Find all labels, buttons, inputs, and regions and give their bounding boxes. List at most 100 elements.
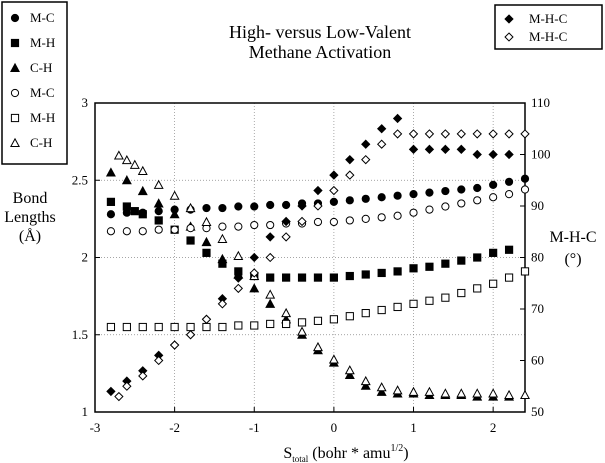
y-left-label-line-2: Lengths bbox=[4, 209, 56, 226]
y-left-label-line-3: (Å) bbox=[19, 227, 41, 245]
data-point bbox=[250, 321, 259, 330]
data-point bbox=[377, 268, 386, 278]
data-point bbox=[201, 216, 212, 226]
data-point bbox=[265, 289, 276, 299]
data-point bbox=[472, 388, 483, 398]
data-point bbox=[457, 185, 466, 194]
data-point bbox=[265, 298, 276, 308]
data-point bbox=[520, 267, 530, 276]
data-point bbox=[266, 220, 275, 230]
data-point bbox=[361, 154, 371, 165]
data-point bbox=[409, 299, 418, 308]
x-label-close: ) bbox=[403, 445, 408, 462]
data-point bbox=[297, 216, 307, 227]
data-point bbox=[129, 159, 140, 169]
data-point bbox=[233, 283, 244, 294]
data-point bbox=[137, 185, 148, 196]
data-point bbox=[361, 194, 370, 203]
data-point bbox=[202, 203, 211, 213]
data-point bbox=[282, 273, 291, 282]
data-point bbox=[520, 185, 530, 194]
data-point bbox=[297, 326, 308, 336]
data-point bbox=[520, 129, 530, 139]
data-point bbox=[266, 319, 275, 329]
data-point bbox=[489, 193, 498, 202]
data-point bbox=[202, 322, 211, 332]
data-point bbox=[233, 250, 244, 260]
legend-label: M-C bbox=[30, 85, 55, 100]
data-point bbox=[106, 386, 116, 397]
data-point bbox=[441, 202, 450, 211]
data-point bbox=[113, 150, 124, 160]
legend-right-box bbox=[494, 4, 603, 50]
data-point bbox=[344, 365, 355, 375]
data-point bbox=[282, 319, 291, 329]
data-point bbox=[441, 259, 450, 268]
data-point bbox=[217, 253, 228, 264]
data-point bbox=[377, 305, 386, 315]
y-left-tick-label: 3 bbox=[82, 95, 89, 110]
data-point bbox=[361, 309, 370, 318]
y-axis-right: 50 60 70 80 90 100 110 bbox=[520, 95, 551, 419]
data-point bbox=[265, 232, 275, 242]
data-point bbox=[297, 201, 307, 211]
chart-title-line-1: High- versus Low-Valent bbox=[229, 22, 411, 42]
x-tick-label: -2 bbox=[169, 420, 180, 435]
data-point bbox=[472, 149, 482, 160]
data-point bbox=[106, 210, 116, 219]
data-point bbox=[105, 167, 116, 177]
series-m-h-open-square bbox=[106, 267, 530, 332]
legend-marker bbox=[10, 88, 20, 98]
data-point bbox=[201, 236, 212, 247]
y-right-tick-label: 70 bbox=[531, 301, 544, 316]
data-point bbox=[329, 217, 338, 227]
data-point bbox=[345, 170, 355, 180]
data-point bbox=[376, 139, 387, 149]
legend-left-box bbox=[1, 1, 68, 165]
data-point bbox=[425, 262, 434, 271]
data-point bbox=[393, 267, 402, 276]
data-point bbox=[153, 179, 164, 189]
data-point bbox=[457, 288, 466, 298]
data-point bbox=[409, 208, 418, 217]
data-point bbox=[265, 252, 275, 263]
data-point bbox=[313, 201, 323, 211]
data-point bbox=[106, 197, 116, 206]
data-point bbox=[282, 200, 291, 210]
data-point bbox=[440, 388, 451, 398]
data-point bbox=[345, 216, 354, 225]
data-point bbox=[281, 232, 291, 242]
y-right-tick-label: 80 bbox=[531, 250, 544, 265]
data-point bbox=[424, 129, 435, 139]
legend-marker bbox=[10, 113, 20, 123]
legend-left: M-C M-H C-H M-C M-H C-H bbox=[1, 1, 68, 165]
data-point bbox=[376, 124, 387, 134]
data-point bbox=[329, 315, 338, 324]
legend-label: M-H-C bbox=[529, 29, 567, 44]
data-point bbox=[154, 216, 163, 225]
data-point bbox=[425, 188, 434, 197]
data-point bbox=[489, 248, 498, 257]
x-tick-label: 1 bbox=[410, 420, 417, 435]
data-point bbox=[473, 284, 482, 293]
data-point bbox=[313, 316, 323, 325]
data-point bbox=[122, 227, 131, 236]
data-point bbox=[345, 271, 354, 281]
legend-right: M-H-C M-H-C bbox=[494, 4, 603, 50]
data-point bbox=[489, 180, 498, 189]
data-point bbox=[504, 389, 515, 400]
data-point bbox=[329, 170, 339, 180]
data-point bbox=[504, 190, 514, 199]
data-point bbox=[440, 129, 451, 139]
data-point bbox=[249, 283, 260, 293]
data-point bbox=[329, 273, 338, 282]
data-point bbox=[186, 322, 195, 332]
data-point bbox=[504, 149, 514, 160]
data-point bbox=[328, 354, 339, 364]
legend-label: M-H bbox=[30, 35, 55, 50]
legend-marker bbox=[10, 137, 20, 148]
data-point bbox=[392, 129, 403, 139]
data-point bbox=[424, 144, 435, 155]
data-point bbox=[456, 129, 466, 139]
series-m-h-filled-square bbox=[106, 197, 514, 282]
